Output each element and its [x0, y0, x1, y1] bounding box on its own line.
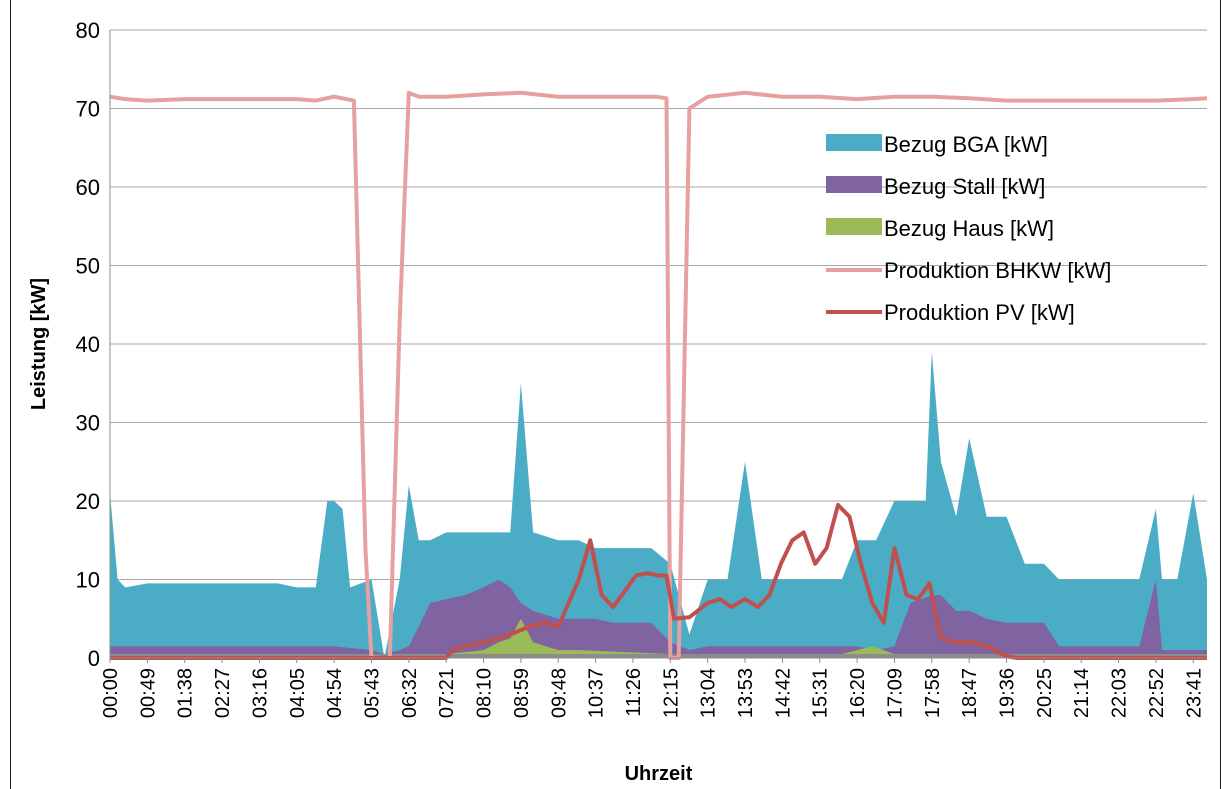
y-tick-label: 10	[76, 568, 100, 593]
x-tick-label: 11:26	[623, 668, 645, 717]
x-tick-label: 12:15	[660, 668, 682, 718]
x-tick-label: 16:20	[847, 668, 869, 718]
x-tick-label: 04:54	[324, 668, 346, 718]
y-tick-label: 0	[88, 646, 100, 671]
x-tick-label: 07:21	[436, 668, 458, 718]
x-tick-label: 01:38	[175, 668, 197, 718]
x-tick-label: 19:36	[997, 668, 1019, 718]
x-tick-label: 17:09	[884, 668, 906, 718]
x-tick-label: 04:05	[287, 668, 309, 718]
legend-swatch-2	[826, 218, 882, 235]
y-tick-label: 30	[76, 411, 100, 436]
y-tick-label: 60	[76, 175, 100, 200]
x-tick-label: 18:47	[959, 668, 981, 718]
gridlines	[110, 29, 1207, 580]
chart-frame: 0 10 20 30 40 50 60 70 80 00:00 00:49 01:38 02:27 03:…	[10, 0, 1221, 789]
line-series-4	[110, 502, 1207, 660]
legend-swatch-0	[826, 134, 882, 151]
legend-label-3: Produktion BHKW [kW]	[884, 258, 1111, 283]
chart-canvas: 0 10 20 30 40 50 60 70 80 00:00 00:49 01:38 02:27 03:…	[28, 18, 1208, 785]
x-tick-label: 09:48	[548, 668, 570, 718]
y-tick-label: 80	[76, 18, 100, 43]
y-tick-label: 20	[76, 489, 100, 514]
x-tick-label: 08:10	[474, 668, 496, 718]
y-tick-label: 40	[76, 332, 100, 357]
y-tick-label: 50	[76, 254, 100, 279]
x-tick-label: 13:04	[698, 668, 720, 718]
line-series-layer	[109, 90, 1208, 660]
legend-swatch-1	[826, 176, 882, 193]
x-tick-label: 14:42	[772, 668, 794, 718]
x-tick-label: 21:14	[1071, 668, 1093, 718]
x-tick-label: 20:25	[1034, 668, 1056, 718]
axes: 0 10 20 30 40 50 60 70 80 00:00 00:49 01:38 02:27 03:…	[76, 18, 1207, 718]
x-tick-label: 22:52	[1146, 668, 1168, 718]
legend-label-2: Bezug Haus [kW]	[884, 216, 1054, 241]
legend-label-1: Bezug Stall [kW]	[884, 174, 1045, 199]
x-tick-label: 22:03	[1109, 668, 1131, 718]
legend-label-4: Produktion PV [kW]	[884, 300, 1075, 325]
baseline-band	[110, 654, 1207, 658]
y-axis-title: Leistung [kW]	[28, 278, 50, 410]
x-tick-label: 13:53	[735, 668, 757, 718]
x-tick-label: 00:00	[100, 668, 122, 718]
x-tick-label: 06:32	[399, 668, 421, 718]
x-tick-label: 05:43	[361, 668, 383, 718]
x-tick-label: 17:58	[922, 668, 944, 718]
x-tick-label: 02:27	[212, 668, 234, 718]
x-tick-label: 08:59	[511, 668, 533, 718]
x-tick-label: 00:49	[137, 668, 159, 718]
x-tick-label: 15:31	[810, 668, 832, 718]
x-tick-label: 03:16	[249, 668, 271, 718]
x-tick-label: 10:37	[586, 668, 608, 718]
legend-label-0: Bezug BGA [kW]	[884, 132, 1048, 157]
area-series-layer	[110, 351, 1207, 658]
legend: Bezug BGA [kW] Bezug Stall [kW] Bezug Haus…	[826, 132, 1111, 325]
y-tick-label: 70	[76, 97, 100, 122]
x-tick-label: 23:41	[1183, 668, 1205, 718]
line-series-3	[109, 90, 1208, 660]
area-series-0	[110, 351, 1207, 658]
x-axis-title: Uhrzeit	[625, 763, 693, 785]
